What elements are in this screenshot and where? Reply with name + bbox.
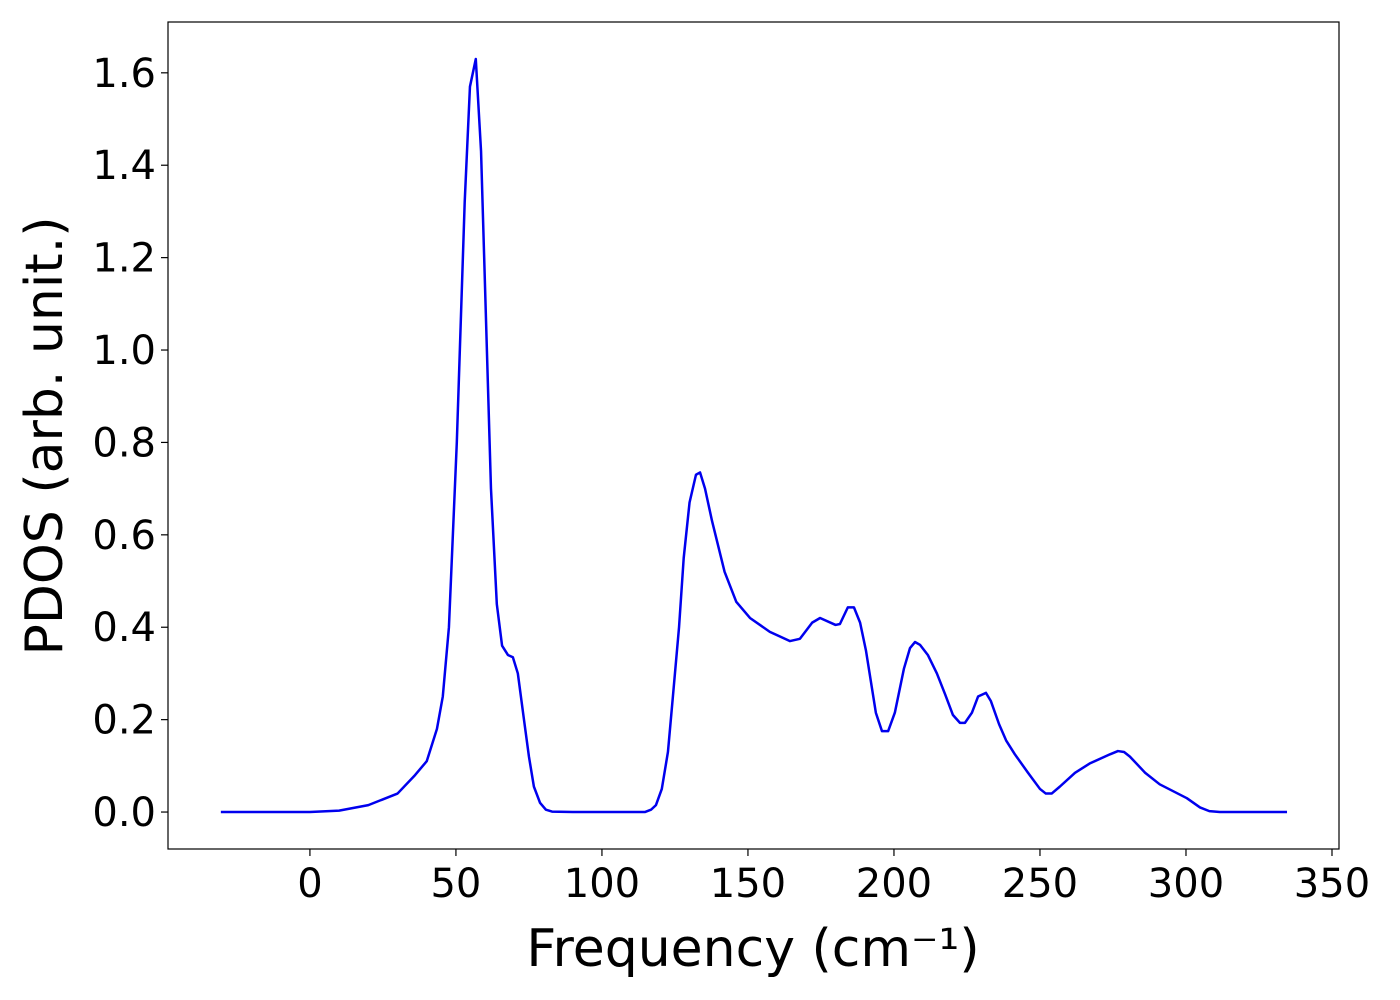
x-axis-label: Frequency (cm⁻¹) [526,919,979,979]
x-tick-label: 100 [564,861,640,907]
y-tick-label: 0.2 [92,698,156,744]
data-line [220,57,1288,814]
x-tick-label: 250 [1002,861,1078,907]
y-tick-label: 1.0 [92,328,156,374]
plot-frame [167,21,1340,850]
y-tick-label: 0.4 [92,605,156,651]
y-tick-label: 0.6 [92,513,156,559]
x-tick-label: 350 [1294,861,1370,907]
y-tick-label: 1.6 [92,51,156,97]
y-tick-label: 1.4 [92,143,156,189]
x-tick-label: 0 [297,861,322,907]
x-tick-label: 150 [710,861,786,907]
y-axis-label: PDOS (arb. unit.) [15,216,75,655]
x-tick-label: 50 [430,861,481,907]
y-tick-label: 1.2 [92,236,156,282]
x-tick-label: 200 [856,861,932,907]
y-tick-label: 0.8 [92,420,156,466]
y-tick-label: 0.0 [92,790,156,836]
x-tick-label: 300 [1148,861,1224,907]
